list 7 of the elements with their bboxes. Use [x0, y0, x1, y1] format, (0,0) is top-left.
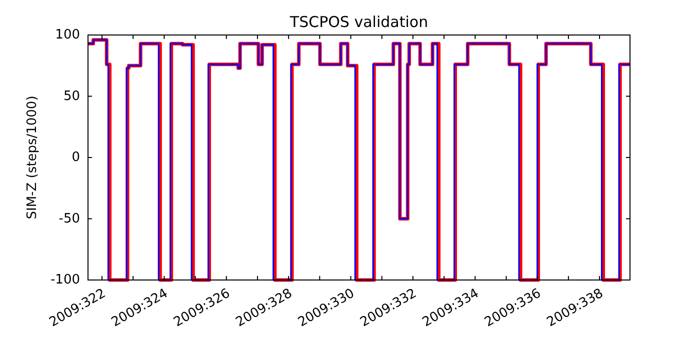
- y-tick-label: -100: [50, 272, 80, 288]
- y-axis-title: SIM-Z (steps/1000): [25, 96, 40, 220]
- y-tick-label: 50: [63, 88, 80, 104]
- y-tick-label: -50: [58, 211, 80, 226]
- y-tick-label: 0: [72, 150, 80, 165]
- chart-title: TSCPOS validation: [288, 13, 428, 31]
- y-tick-label: 100: [55, 28, 80, 42]
